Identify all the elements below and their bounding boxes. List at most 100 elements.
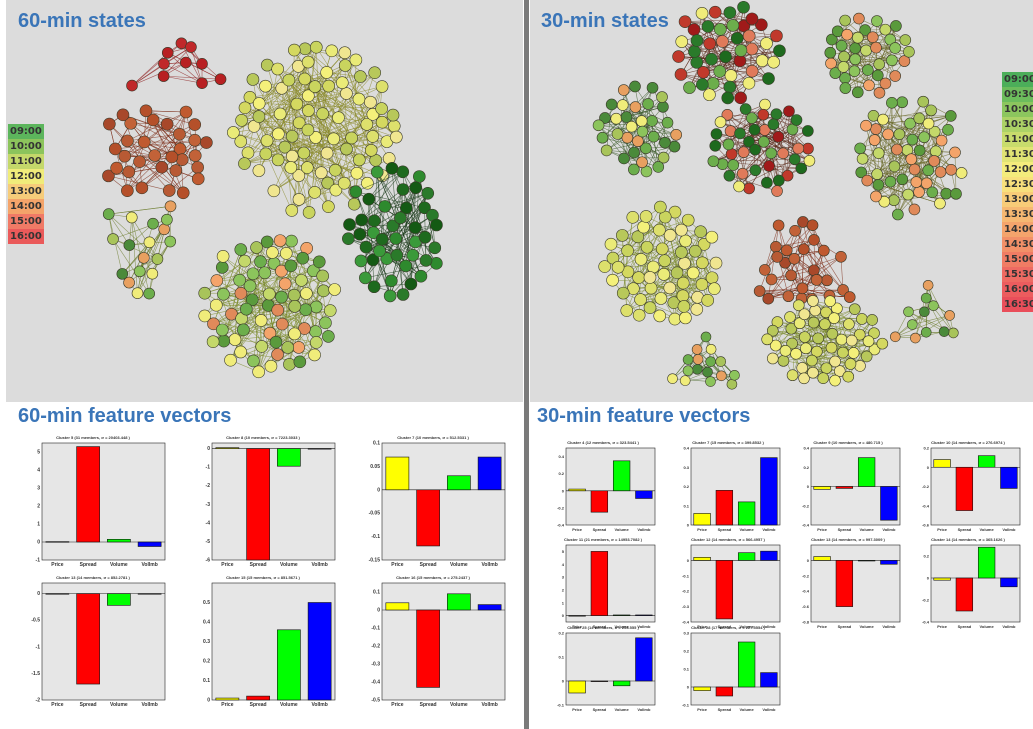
network-node (829, 355, 841, 368)
y-tick-label: -0.5 (31, 618, 40, 624)
network-node (856, 313, 868, 325)
network-node (908, 163, 921, 176)
bar-price (215, 697, 240, 701)
x-tick-label: Price (697, 527, 708, 532)
y-tick-label: 1 (562, 600, 565, 605)
network-node (838, 50, 850, 63)
network-node (285, 204, 299, 217)
y-tick-label: 0.1 (373, 441, 380, 447)
bar-volimb (760, 672, 778, 688)
legend60-item-1100: 11:00 (8, 154, 44, 169)
network-node (773, 44, 786, 58)
network-node (338, 46, 352, 60)
network-node (121, 184, 134, 198)
network-node (724, 69, 738, 82)
network-cluster (102, 200, 177, 300)
network-node (275, 264, 288, 278)
y-tick-label: -4 (206, 520, 211, 526)
network-node (238, 254, 251, 268)
x-tick-label: Price (572, 527, 583, 532)
legend30-item-1200: 12:00 (1002, 162, 1033, 177)
network-node (278, 277, 292, 291)
network-node (354, 70, 367, 83)
x-tick-label: Volume (615, 624, 630, 629)
network-node (806, 219, 819, 232)
network-node (705, 52, 718, 66)
network-node (670, 128, 683, 141)
network-node (797, 243, 810, 256)
network-node (421, 187, 435, 200)
network-node (679, 375, 691, 386)
bar-volimb (1000, 466, 1018, 489)
y-tick-label: 0 (562, 679, 565, 684)
network-node (697, 238, 711, 251)
network-node (663, 228, 677, 242)
network-node (906, 133, 919, 146)
network-node (705, 271, 719, 285)
bar-spread (246, 695, 270, 701)
network-node (679, 234, 692, 248)
y-tick-label: 5 (562, 549, 565, 554)
network-node (659, 136, 671, 149)
network-node (677, 300, 691, 313)
x-tick-label: VolImb (637, 707, 651, 712)
bar-volimb (477, 456, 502, 491)
x-tick-label: Volume (980, 624, 995, 629)
bar-spread (835, 486, 854, 489)
network-node (695, 278, 709, 291)
chart-title: Cluster 5 (31 members, σ = 20403.448 ) (56, 435, 130, 440)
network-node (107, 233, 119, 245)
y-tick-label: -2 (206, 483, 211, 489)
bar-price (813, 556, 831, 561)
network-node (842, 370, 855, 383)
network-node (302, 206, 316, 219)
network-node (133, 265, 146, 278)
network-node (873, 86, 886, 99)
feature-chart: Cluster 16 (15 members, σ = 275.2437 ) -0… (358, 575, 508, 710)
network-node (198, 309, 212, 323)
network-node (338, 59, 352, 72)
network-node (643, 271, 657, 284)
chart-title: Cluster 4 (12 members, σ = 323.5441 ) (567, 440, 639, 445)
network-node (771, 185, 783, 197)
y-tick-label: -0.1 (557, 703, 565, 708)
network-node (200, 136, 213, 149)
network-node (272, 127, 285, 141)
network-node (770, 241, 782, 253)
network-node (709, 140, 722, 152)
network-node (292, 341, 305, 354)
network-node (871, 69, 884, 82)
network-node (408, 221, 422, 234)
network-node (143, 287, 155, 300)
network-node (196, 77, 208, 89)
network-node (746, 112, 758, 124)
y-tick-label: -0.3 (371, 662, 380, 668)
legend30-item-1300: 13:00 (1002, 192, 1033, 207)
y-tick-label: 0.4 (683, 446, 689, 451)
network-node (657, 268, 671, 281)
network-node (938, 326, 950, 337)
legend30-item-0930: 09:30 (1002, 87, 1033, 102)
network-node (418, 201, 431, 215)
network-node (765, 147, 777, 160)
network-node (367, 280, 381, 294)
plot-area (565, 544, 656, 623)
network-node (234, 287, 248, 300)
network-node (772, 219, 785, 232)
network-node (343, 218, 356, 231)
y-tick-label: -0.5 (371, 698, 380, 704)
network-node (853, 12, 865, 25)
network-node (354, 254, 368, 268)
y-tick-label: -0.4 (922, 503, 930, 508)
legend30-item-1630: 16:30 (1002, 297, 1033, 312)
network-node (889, 42, 901, 54)
network-node (896, 173, 909, 186)
x-tick-label: VolImb (637, 624, 651, 629)
y-tick-label: 4 (37, 468, 40, 474)
bar-volume (977, 546, 996, 579)
bar-volume (107, 539, 131, 543)
network-node (275, 317, 289, 331)
network-node (679, 311, 692, 325)
x-tick-label: VolImb (1002, 527, 1016, 532)
network-node (888, 194, 900, 207)
